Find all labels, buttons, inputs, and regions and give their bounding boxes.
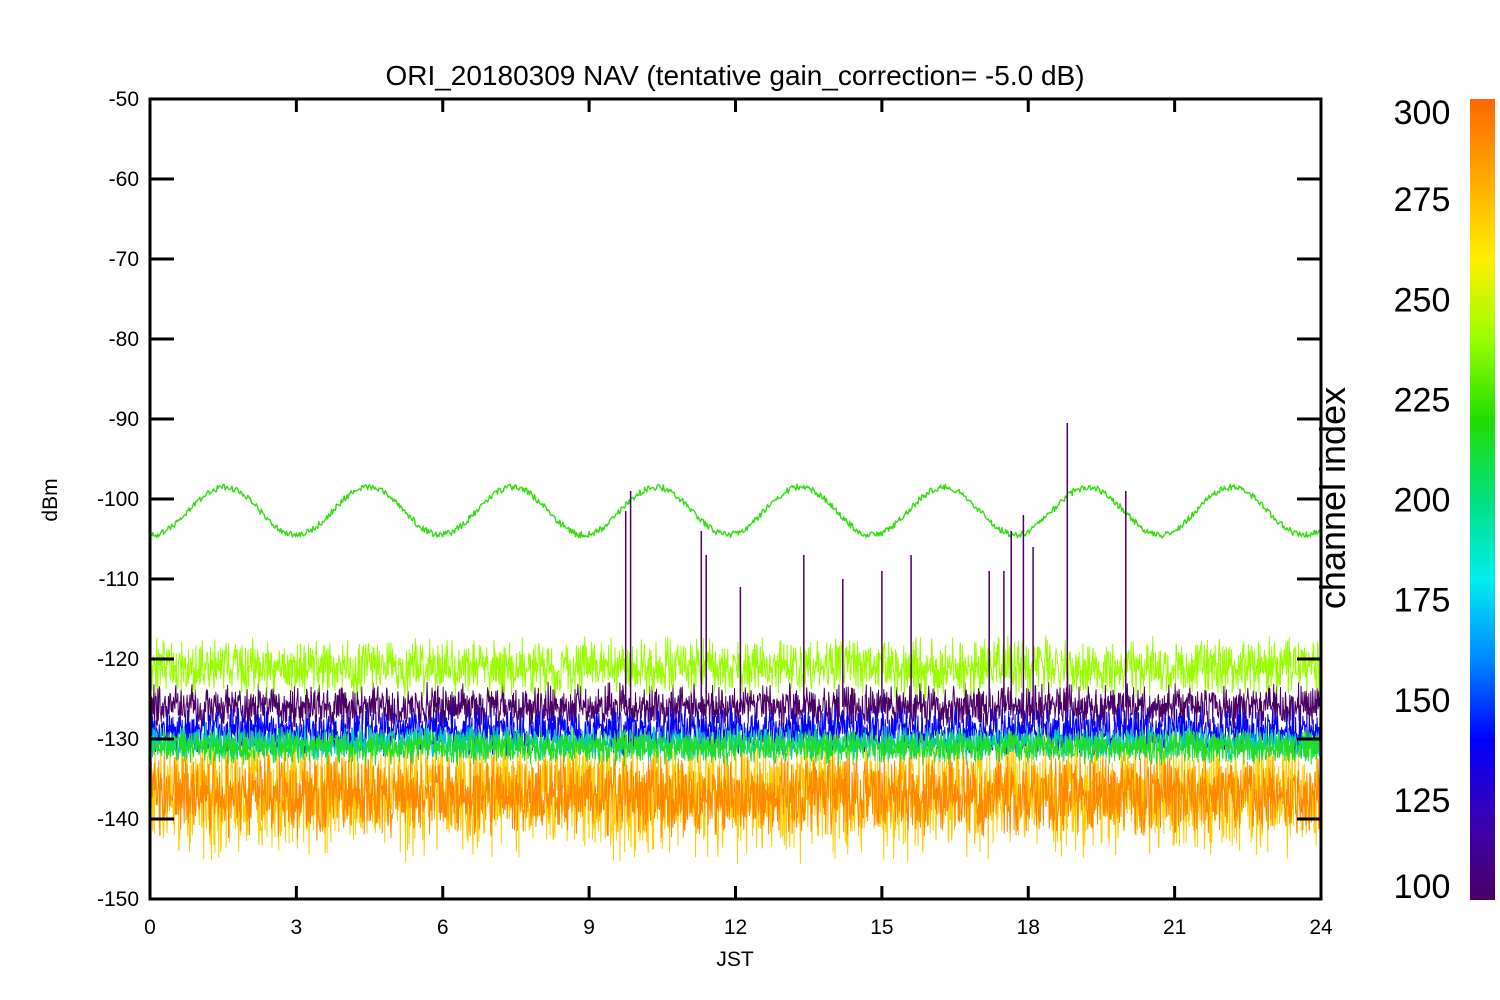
colorbar-ticks: 300 275 250 225 200 175 150 125 100 <box>1394 94 1451 906</box>
series-line-235 <box>150 727 1321 767</box>
y-tick-label: -60 <box>109 168 139 191</box>
series-line-262 <box>150 635 1321 699</box>
y-tick-label: -140 <box>97 808 139 831</box>
series-line-185 <box>150 723 1321 762</box>
series-line-140 <box>150 705 1321 757</box>
x-tick-label: 15 <box>870 916 893 939</box>
y-tick-label: -130 <box>97 728 139 751</box>
y-tick-label: -150 <box>97 888 139 911</box>
chart-title: ORI_20180309 NAV (tentative gain_correct… <box>385 60 1084 91</box>
x-tick-label: 21 <box>1163 916 1186 939</box>
x-tick-label: 6 <box>437 916 449 939</box>
y-tick-label: -50 <box>109 88 139 111</box>
y-tick-label: -110 <box>99 568 139 591</box>
colorbar-tick-label: 150 <box>1394 682 1451 720</box>
y-axis-label: dBm <box>39 478 62 521</box>
colorbar-tick-label: 225 <box>1394 381 1451 419</box>
colorbar <box>1470 99 1495 900</box>
colorbar-label: channel index <box>1312 387 1353 609</box>
colorbar-tick-label: 300 <box>1394 94 1451 132</box>
colorbar-tick-label: 275 <box>1394 181 1451 219</box>
y-tick-label: -90 <box>109 408 139 431</box>
series-layer <box>150 423 1321 865</box>
x-tick-label: 9 <box>583 916 595 939</box>
x-tick-label: 18 <box>1017 916 1040 939</box>
x-axis-label: JST <box>716 948 754 971</box>
colorbar-tick-label: 200 <box>1394 482 1451 520</box>
y-tick-label: -70 <box>109 248 139 271</box>
colorbar-tick-label: 100 <box>1394 868 1451 906</box>
axis-ticks: 0 3 6 9 12 15 18 21 24 -50 -60 -70 -80 -90 -100 -110 -12… <box>97 88 1333 939</box>
x-tick-label: 0 <box>144 916 156 939</box>
series-line-295 <box>150 750 1321 840</box>
y-tick-label: -80 <box>109 328 139 351</box>
x-tick-label: 12 <box>724 916 747 939</box>
x-tick-label: 24 <box>1309 916 1333 939</box>
x-tick-label: 3 <box>291 916 303 939</box>
colorbar-tick-label: 250 <box>1394 281 1451 319</box>
colorbar-tick-label: 175 <box>1394 582 1451 620</box>
y-tick-label: -120 <box>97 648 139 671</box>
y-tick-label: -100 <box>97 488 139 511</box>
series-line-240 <box>150 483 1321 539</box>
colorbar-tick-label: 125 <box>1394 782 1451 820</box>
